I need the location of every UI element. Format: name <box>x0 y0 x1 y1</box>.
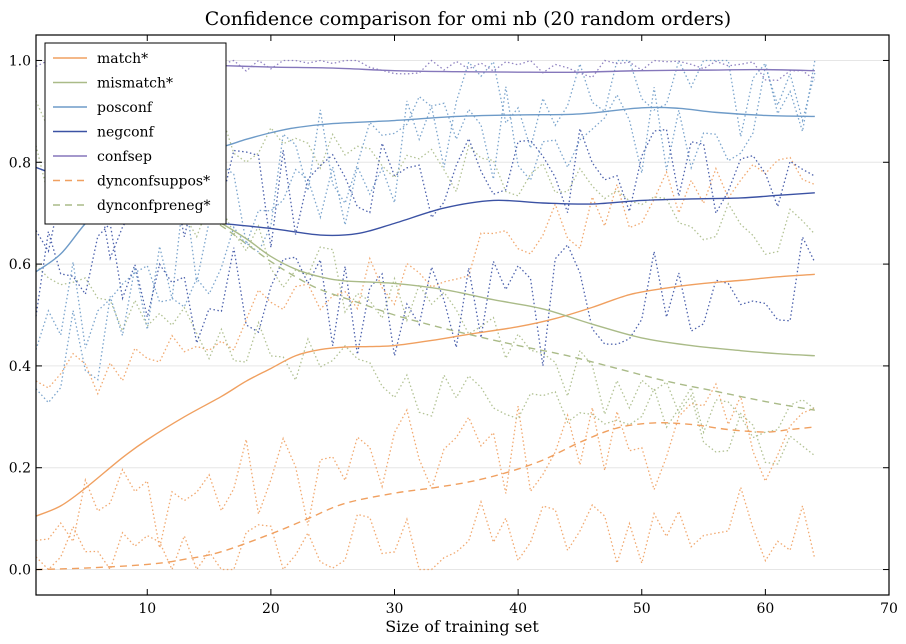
series-line-mismatch <box>146 182 815 357</box>
legend-box <box>44 42 227 225</box>
legend-label: posconf <box>97 100 154 116</box>
trace-line-dotted <box>35 59 816 81</box>
x-tick-label: 20 <box>262 601 280 617</box>
series-line-dynconfsuppos <box>35 422 815 571</box>
trace-line-dotted <box>35 65 816 404</box>
y-tick-label: 0.6 <box>9 257 31 273</box>
x-tick-label: 40 <box>509 601 527 617</box>
y-tick-label: 0.8 <box>9 155 31 171</box>
series-line-dynconfpreneg <box>146 182 815 411</box>
x-tick-label: 70 <box>880 601 898 617</box>
y-tick-label: 1.0 <box>9 53 31 69</box>
trace-line-dotted <box>35 145 816 465</box>
trace-line-dotted <box>35 58 816 350</box>
plot-frame <box>35 34 890 596</box>
x-tick-label: 10 <box>138 601 156 617</box>
legend-label: dynconfpreneg* <box>97 198 211 214</box>
legend-label: dynconfsuppos* <box>97 174 210 190</box>
chart-title: Confidence comparison for omi nb (20 ran… <box>205 8 731 30</box>
x-axis-label: Size of training set <box>385 617 539 636</box>
legend-label: confsep <box>97 149 152 165</box>
legend-label: match* <box>97 51 148 67</box>
trace-line-dotted <box>35 382 816 549</box>
series-line-confsep <box>221 64 815 73</box>
series-line-match <box>35 273 815 517</box>
x-tick-label: 30 <box>386 601 404 617</box>
legend-label: negconf <box>97 125 156 141</box>
y-tick-label: 0.2 <box>9 461 31 477</box>
trace-line-dotted <box>35 222 816 366</box>
trace-line-dotted <box>35 156 816 396</box>
x-tick-label: 60 <box>756 601 774 617</box>
legend-label: mismatch* <box>97 76 173 92</box>
y-tick-label: 0.0 <box>9 563 31 579</box>
x-tick-label: 50 <box>633 601 651 617</box>
trace-line-dotted <box>35 484 816 572</box>
y-tick-label: 0.4 <box>9 359 31 375</box>
